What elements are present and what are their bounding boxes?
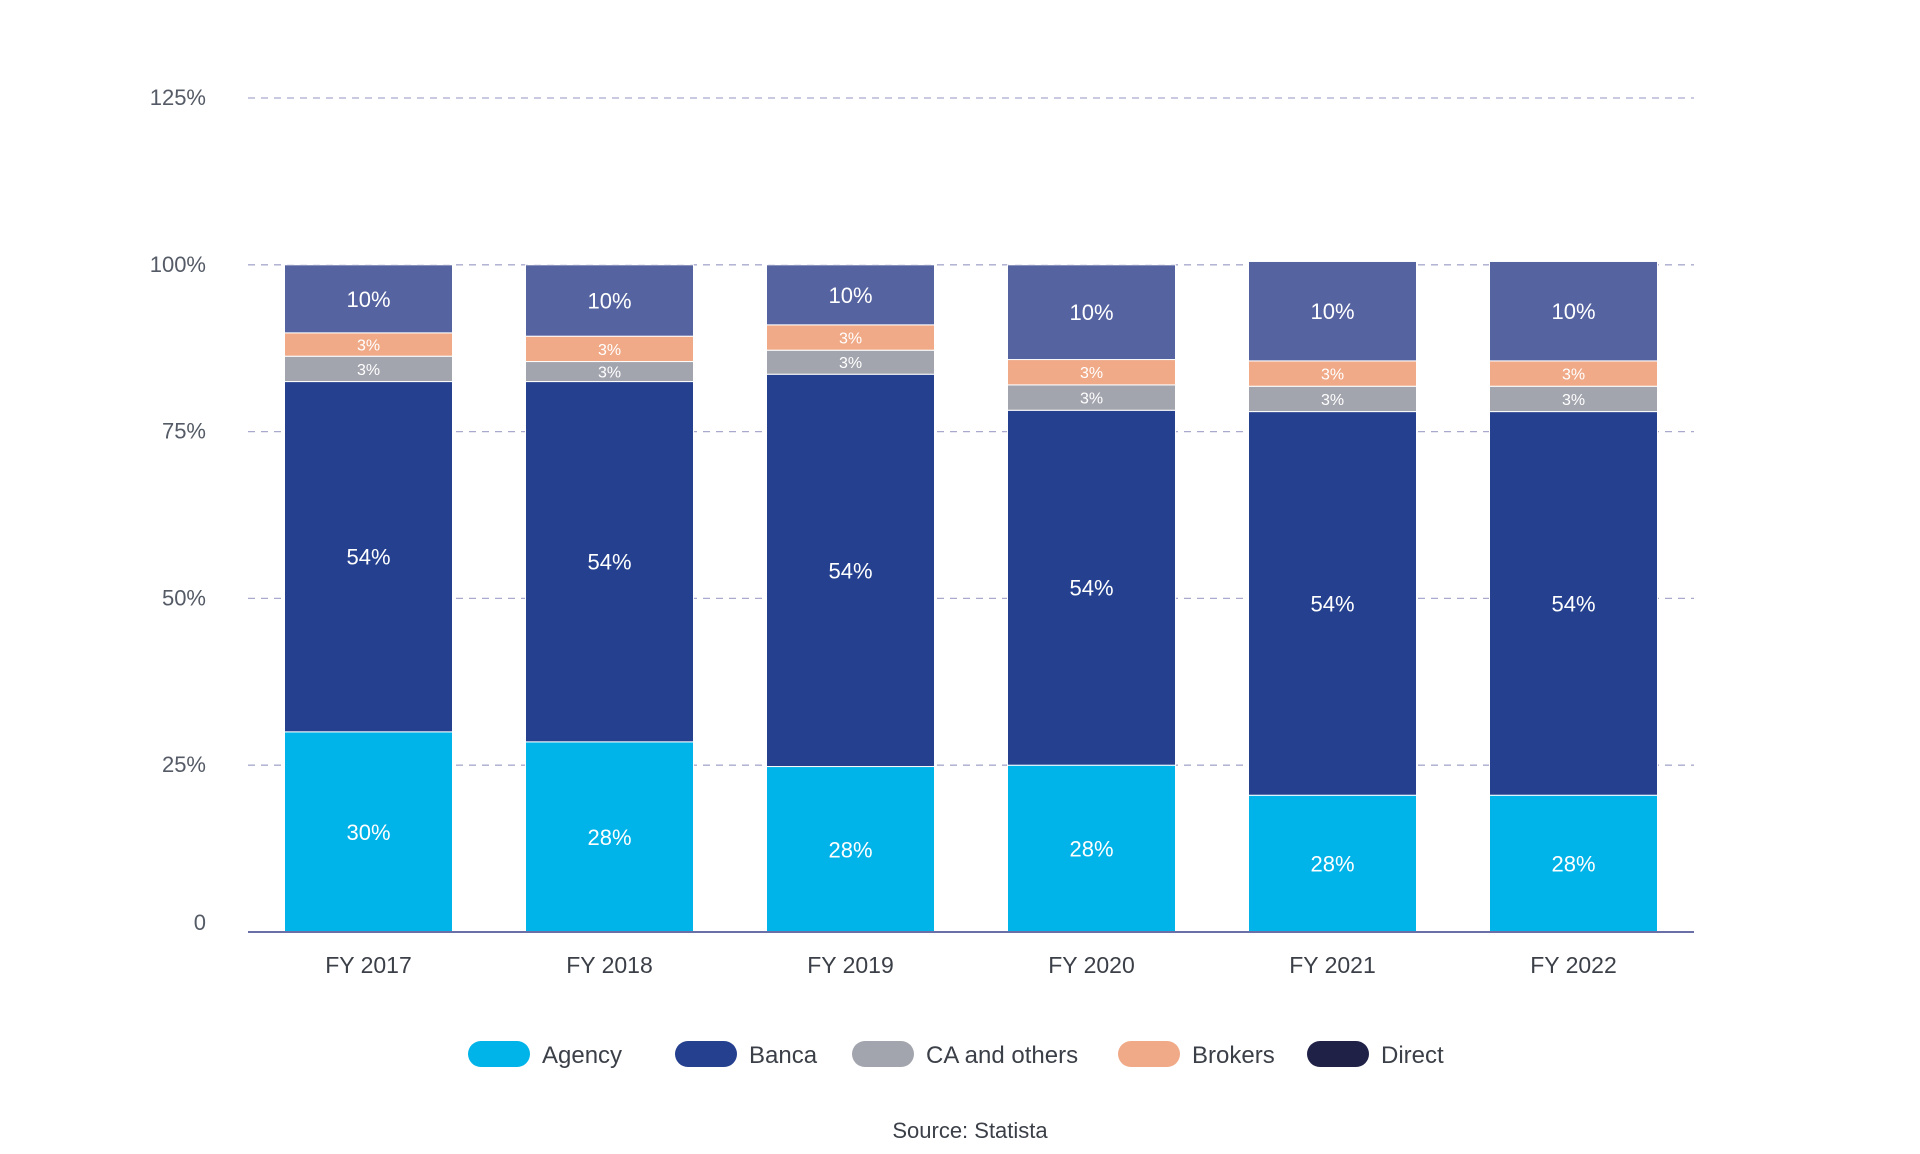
legend-label: Brokers bbox=[1192, 1042, 1275, 1069]
bar-segment bbox=[284, 381, 453, 733]
x-category-label: FY 2019 bbox=[807, 952, 894, 978]
y-tick-label: 0 bbox=[194, 910, 206, 935]
legend: Agency Banca CA and others Brokers Direct bbox=[468, 1041, 1444, 1069]
bar-data-label: 10% bbox=[1069, 300, 1113, 325]
bar-segment bbox=[1248, 260, 1417, 362]
legend-label: Banca bbox=[749, 1042, 818, 1069]
bar-data-label: 3% bbox=[357, 338, 380, 355]
bar-data-label: 3% bbox=[839, 331, 862, 348]
bar-data-label: 54% bbox=[1069, 576, 1113, 601]
bars bbox=[284, 260, 1658, 933]
y-tick-label: 25% bbox=[162, 752, 206, 777]
bar-data-label: 10% bbox=[346, 287, 390, 312]
bar-segment bbox=[525, 264, 694, 337]
source-note: Source: Statista bbox=[892, 1118, 1048, 1143]
bar-segment bbox=[1007, 764, 1176, 933]
bar-segment bbox=[1489, 411, 1658, 796]
bar-data-label: 54% bbox=[1310, 591, 1354, 616]
x-category-label: FY 2018 bbox=[566, 952, 653, 978]
legend-item: Brokers bbox=[1118, 1041, 1275, 1069]
x-category-label: FY 2017 bbox=[325, 952, 412, 978]
bar-segment bbox=[1248, 794, 1417, 933]
bar-data-label: 3% bbox=[839, 355, 862, 372]
bar-segment bbox=[284, 264, 453, 334]
bar-data-label: 3% bbox=[1562, 392, 1585, 409]
bar-segment bbox=[525, 335, 694, 363]
legend-swatch bbox=[852, 1041, 914, 1067]
legend-item: Banca bbox=[675, 1041, 818, 1069]
bar-data-label: 28% bbox=[1069, 837, 1113, 862]
bar-data-label: 3% bbox=[1562, 367, 1585, 384]
legend-swatch bbox=[1118, 1041, 1180, 1067]
bar-data-label: 10% bbox=[1551, 299, 1595, 324]
bar-data-label: 28% bbox=[1310, 852, 1354, 877]
bar-segment bbox=[1489, 794, 1658, 933]
bar-data-label: 3% bbox=[1080, 391, 1103, 408]
y-tick-label: 125% bbox=[150, 85, 206, 110]
legend-item: Agency bbox=[468, 1041, 622, 1069]
bar-data-label: 54% bbox=[587, 550, 631, 575]
bar-segment bbox=[766, 324, 935, 351]
bar-segment bbox=[284, 731, 453, 933]
bar-segment bbox=[525, 381, 694, 743]
bar-segment bbox=[1248, 360, 1417, 387]
bar-data-label: 28% bbox=[1551, 852, 1595, 877]
bar-data-label: 30% bbox=[346, 820, 390, 845]
legend-swatch bbox=[1307, 1041, 1369, 1067]
y-tick-label: 100% bbox=[150, 252, 206, 277]
legend-label: Agency bbox=[542, 1042, 622, 1069]
bar-data-label: 3% bbox=[1080, 365, 1103, 382]
x-axis-category-labels: FY 2017 FY 2018 FY 2019 FY 2020 FY 2021 FY 20… bbox=[325, 952, 1617, 978]
bar-segment bbox=[1248, 411, 1417, 796]
gridlines bbox=[248, 97, 1694, 766]
bar-data-label: 3% bbox=[1321, 392, 1344, 409]
legend-swatch bbox=[675, 1041, 737, 1067]
bar-data-label: 28% bbox=[587, 825, 631, 850]
bar-segment bbox=[766, 766, 935, 933]
y-tick-label: 50% bbox=[162, 585, 206, 610]
bar-segment bbox=[1007, 409, 1176, 766]
x-category-label: FY 2021 bbox=[1289, 952, 1376, 978]
bar-data-label: 54% bbox=[828, 558, 872, 583]
y-axis-ticks: 0 25% 50% 75% 100% 125% bbox=[150, 85, 206, 935]
bar-segment bbox=[766, 264, 935, 326]
bar-segment bbox=[1007, 384, 1176, 411]
bar-segment bbox=[1007, 359, 1176, 386]
bar-segment bbox=[1489, 360, 1658, 387]
x-category-label: FY 2020 bbox=[1048, 952, 1135, 978]
bar-data-label: 10% bbox=[587, 288, 631, 313]
legend-label: Direct bbox=[1381, 1042, 1444, 1069]
bar-segment bbox=[284, 355, 453, 383]
bar-segment bbox=[1007, 264, 1176, 361]
bar-segment bbox=[1489, 260, 1658, 362]
bar-data-label: 28% bbox=[828, 837, 872, 862]
bar-data-label: 54% bbox=[1551, 591, 1595, 616]
legend-label: CA and others bbox=[926, 1042, 1078, 1069]
bar-data-label: 10% bbox=[1310, 299, 1354, 324]
y-tick-label: 75% bbox=[162, 419, 206, 444]
bar-data-label: 3% bbox=[1321, 367, 1344, 384]
bar-data-label: 3% bbox=[357, 362, 380, 379]
legend-item: CA and others bbox=[852, 1041, 1078, 1069]
legend-item: Direct bbox=[1307, 1041, 1444, 1069]
bar-data-label: 10% bbox=[828, 283, 872, 308]
bar-data-label: 3% bbox=[598, 365, 621, 382]
legend-swatch bbox=[468, 1041, 530, 1067]
bar-data-label: 3% bbox=[598, 342, 621, 359]
bar-segment bbox=[1489, 385, 1658, 413]
bar-data-labels: 30% 54% 3% 3% 10% 28% 54% 3% 3% 10% 28% 54% 3% 3% 10% 2… bbox=[346, 283, 1595, 877]
bar-segment bbox=[766, 349, 935, 375]
bar-data-label: 54% bbox=[346, 545, 390, 570]
x-category-label: FY 2022 bbox=[1530, 952, 1617, 978]
